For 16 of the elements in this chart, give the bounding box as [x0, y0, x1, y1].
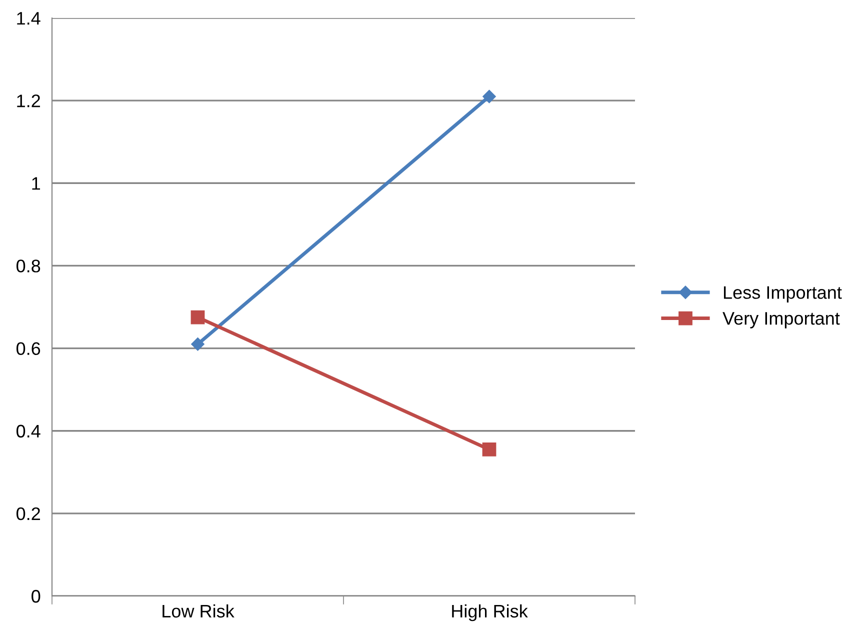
x-tick-label: High Risk	[452, 604, 528, 622]
legend-label: Less Important	[724, 286, 842, 302]
y-tick-label: 0.4	[16, 424, 40, 438]
y-tick-label: 1	[32, 177, 40, 190]
y-tick-label: 0.2	[16, 507, 40, 520]
y-tick-label: 0	[32, 590, 40, 603]
y-tick-label: 1.2	[17, 94, 40, 108]
y-tick-label: 1.4	[17, 12, 40, 25]
y-tick-label: 0.6	[16, 342, 40, 356]
legend-label: Very Important	[722, 312, 840, 328]
x-tick-label: Low Risk	[162, 604, 234, 618]
point	[191, 338, 204, 351]
y-tick-label: 0.8	[16, 260, 40, 272]
point	[482, 442, 496, 456]
point	[190, 310, 205, 324]
point	[482, 90, 496, 104]
